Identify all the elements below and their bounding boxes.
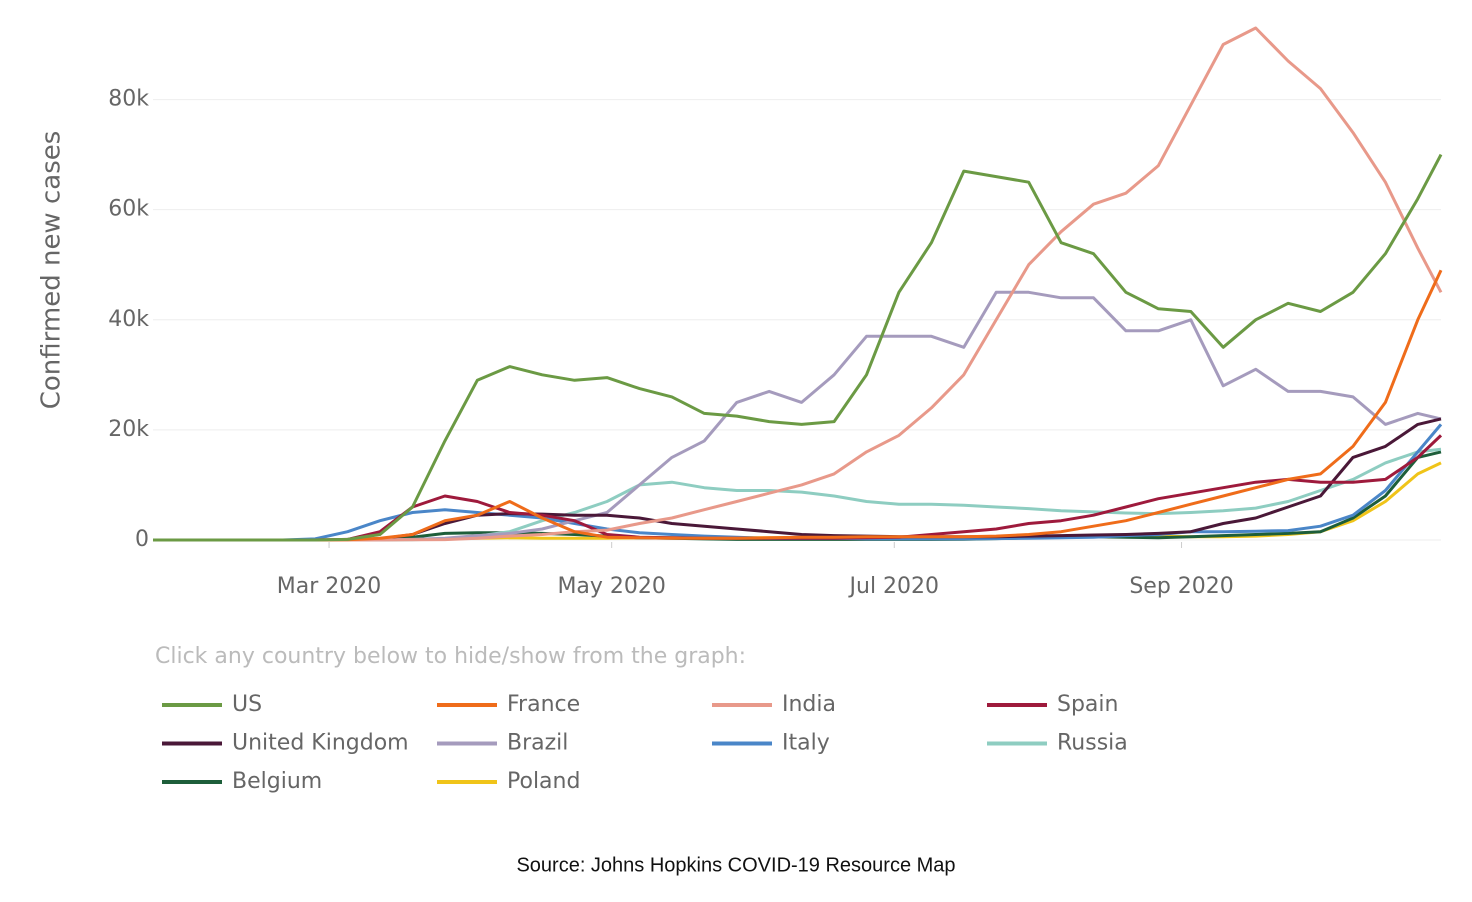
legend-label[interactable]: Brazil [507,731,568,756]
source: Source: Johns Hopkins COVID-19 Resource … [516,854,955,876]
legend-label[interactable]: Belgium [232,769,322,794]
legend-label[interactable]: United Kingdom [232,731,409,756]
series-line [153,461,1442,542]
legend-label[interactable]: France [507,692,580,717]
series-line [153,153,1443,542]
legend-label[interactable]: Spain [1057,692,1118,717]
series-line [153,290,1442,542]
y-tick-label: 60k [108,197,149,222]
x-tick-label: Sep 2020 [1129,574,1233,599]
legend-label[interactable]: Russia [1057,731,1128,756]
x-tick-label: Mar 2020 [277,574,382,599]
y-tick-label: 40k [108,307,149,332]
y-tick-label: 0 [135,527,149,552]
series-line [153,26,1443,542]
series-line [153,269,1443,542]
legend-label[interactable]: India [782,692,836,717]
legend-title: Click any country below to hide/show fro… [155,644,746,669]
y-tick-label: 80k [108,87,149,112]
series-line [153,417,1442,542]
legend-label[interactable]: Poland [507,769,580,794]
series-line [153,447,1442,542]
x-tick-label: May 2020 [557,574,665,599]
legend-label[interactable]: US [232,692,262,717]
y-tick-label: 20k [108,417,149,442]
y-axis-label: Confirmed new cases [37,131,67,410]
series-line [153,450,1442,542]
x-tick-label: Jul 2020 [848,574,940,599]
series-line [153,434,1443,542]
legend-label[interactable]: Italy [782,731,830,756]
